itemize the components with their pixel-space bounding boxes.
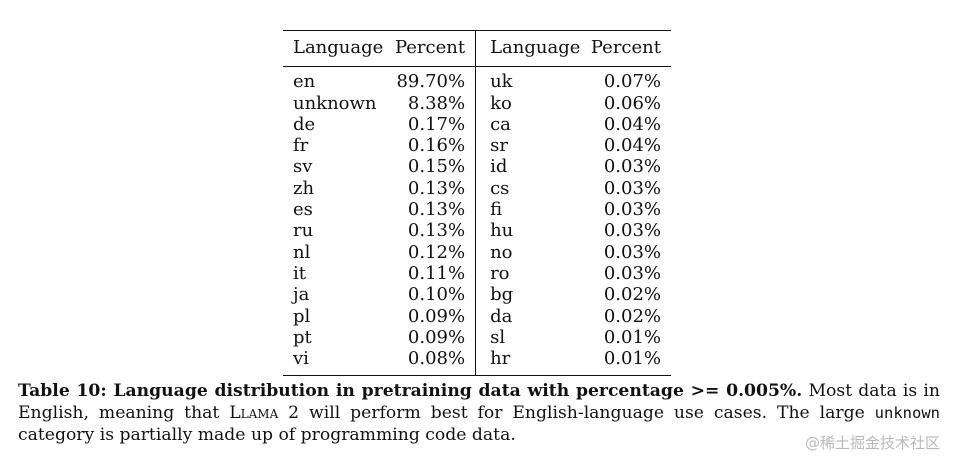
table-row: en 89.70% uk 0.07%: [283, 66, 671, 93]
cell-language-1: it: [293, 262, 306, 284]
cell-language-2: id: [490, 156, 508, 178]
cell-percent-1: 0.09%: [385, 305, 477, 327]
cell-percent-1: 0.10%: [385, 284, 477, 306]
cell-percent-1: 0.12%: [385, 241, 477, 263]
table-row: ru 0.13% hu 0.03%: [283, 220, 671, 242]
header-percent-2: Percent: [581, 29, 671, 68]
caption-title-period: .: [796, 381, 803, 401]
cell-percent-2: 0.06%: [603, 92, 661, 114]
table-body: en 89.70% uk 0.07% unknown 8.38% ko 0.06% de 0.17…: [283, 66, 671, 377]
cell-language-1: pl: [293, 305, 311, 327]
cell-language-2: no: [490, 241, 513, 263]
cell-language-2: da: [490, 305, 513, 327]
table-row: sv 0.15% id 0.03%: [283, 156, 671, 178]
cell-percent-2: 0.03%: [603, 220, 661, 242]
cell-language-2: cs: [490, 177, 510, 199]
header-language-2: Language: [475, 29, 582, 68]
cell-language-1: es: [293, 199, 313, 221]
cell-percent-2: 0.02%: [603, 305, 661, 327]
cell-percent-2: 0.03%: [603, 177, 661, 199]
cell-percent-1: 0.13%: [385, 177, 477, 200]
table-row: ja 0.10% bg 0.02%: [283, 284, 671, 306]
table-row: unknown 8.38% ko 0.06%: [283, 92, 671, 114]
table-caption: Table 10: Language distribution in pretr…: [18, 380, 940, 446]
cell-language-1: pt: [293, 326, 312, 348]
cell-language-2: bg: [490, 284, 514, 306]
cell-percent-2: 0.03%: [603, 156, 661, 178]
table-row: pl 0.09% da 0.02%: [283, 305, 671, 327]
watermark: @稀土掘金技术社区: [804, 434, 940, 452]
cell-percent-2: 0.03%: [603, 241, 661, 263]
caption-code-term: unknown: [874, 404, 940, 422]
cell-language-2: ko: [490, 92, 512, 114]
cell-percent-1: 0.17%: [385, 113, 477, 136]
table-row: vi 0.08% hr 0.01%: [283, 348, 671, 377]
caption-title: Table 10: Language distribution in pretr…: [18, 381, 797, 401]
cell-percent-1: 0.11%: [385, 262, 477, 285]
cell-percent-1: 0.08%: [385, 348, 477, 377]
cell-language-1: vi: [283, 348, 386, 377]
cell-language-1: fr: [293, 135, 309, 157]
caption-model-name: Llama 2: [229, 403, 300, 423]
cell-percent-2: 0.01%: [603, 326, 661, 348]
table-row: es 0.13% fi 0.03%: [283, 199, 671, 221]
cell-language-2: hu: [490, 220, 514, 242]
cell-language-1: zh: [293, 177, 315, 199]
cell-language-2: ro: [490, 262, 510, 284]
table-row: nl 0.12% no 0.03%: [283, 241, 671, 263]
table-header: Language Percent Language Percent: [283, 29, 671, 68]
cell-language-2: fi: [490, 199, 503, 221]
cell-language-1: unknown: [293, 92, 377, 114]
cell-percent-2: 0.07%: [603, 71, 661, 93]
cell-percent-1: 0.15%: [385, 156, 477, 178]
cell-language-2: sl: [490, 326, 506, 348]
cell-percent-1: 0.13%: [385, 220, 477, 242]
header-language-1: Language: [283, 29, 386, 68]
cell-percent-1: 8.38%: [385, 92, 477, 114]
cell-language-1: de: [293, 113, 316, 135]
table-row: fr 0.16% sr 0.04%: [283, 135, 671, 157]
cell-language-1: nl: [293, 241, 311, 263]
cell-percent-1: 0.09%: [385, 326, 477, 349]
cell-percent-2: 0.04%: [603, 135, 661, 157]
table-row: zh 0.13% cs 0.03%: [283, 177, 671, 200]
cell-language-2: hr: [475, 348, 582, 377]
cell-percent-2: 0.02%: [603, 284, 661, 306]
table-row: pt 0.09% sl 0.01%: [283, 326, 671, 349]
cell-language-2: ca: [490, 113, 511, 135]
cell-percent-2: 0.03%: [603, 199, 661, 221]
cell-percent-1: 0.13%: [385, 199, 477, 221]
cell-language-1: ru: [293, 220, 314, 242]
table-row: it 0.11% ro 0.03%: [283, 262, 671, 285]
cell-language-1: ja: [293, 284, 310, 306]
language-distribution-table: Language Percent Language Percent en 89.7…: [283, 29, 671, 377]
caption-text-part-3: category is partially made up of program…: [18, 425, 516, 445]
header-percent-1: Percent: [385, 29, 477, 68]
caption-text-part-2: will perform best for English-language u…: [299, 403, 875, 423]
caption-text-part-1: Most data is in English, meaning that: [18, 381, 940, 423]
cell-language-2: sr: [490, 135, 508, 157]
cell-percent-2: 0.03%: [603, 262, 661, 284]
cell-language-2: uk: [490, 71, 513, 93]
cell-percent-2: 0.04%: [603, 113, 661, 135]
cell-percent-1: 0.16%: [385, 135, 477, 157]
language-distribution-table-container: Language Percent Language Percent en 89.7…: [283, 29, 671, 377]
table-header-row: Language Percent Language Percent: [283, 29, 671, 68]
cell-percent-2: 0.01%: [581, 348, 671, 377]
cell-language-1: sv: [293, 156, 313, 178]
table-row: de 0.17% ca 0.04%: [283, 113, 671, 136]
cell-percent-1: 89.70%: [385, 66, 477, 93]
cell-language-1: en: [293, 71, 316, 93]
